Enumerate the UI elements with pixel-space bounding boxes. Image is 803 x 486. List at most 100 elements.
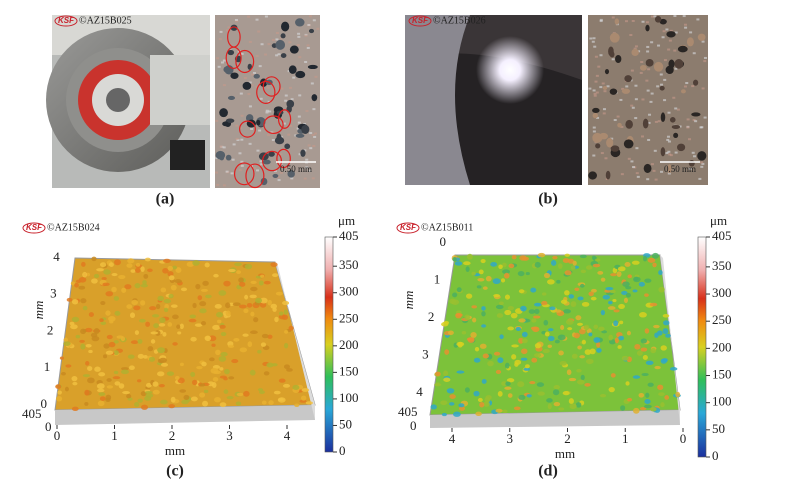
surface-peak bbox=[108, 341, 116, 348]
surface-peak bbox=[550, 259, 557, 266]
surface-peak bbox=[112, 376, 121, 380]
surface-peak bbox=[504, 386, 512, 390]
grain bbox=[303, 149, 307, 152]
grain bbox=[277, 53, 281, 56]
surface-peak bbox=[497, 391, 503, 397]
surface-peak bbox=[179, 362, 184, 367]
surface-peak bbox=[233, 338, 240, 342]
grain bbox=[666, 31, 676, 38]
logo: KSF bbox=[26, 223, 43, 232]
grain bbox=[593, 94, 597, 97]
grain bbox=[226, 29, 230, 32]
grain bbox=[222, 121, 229, 127]
grain bbox=[614, 18, 620, 25]
logo-swoosh bbox=[22, 222, 46, 234]
surface-peak bbox=[625, 381, 630, 386]
grain bbox=[295, 70, 306, 79]
surface-peak bbox=[473, 357, 481, 363]
grain bbox=[602, 112, 606, 115]
grain bbox=[680, 89, 686, 94]
surface-peak bbox=[478, 269, 484, 275]
surface-peak bbox=[617, 345, 622, 349]
surface-peak bbox=[621, 290, 628, 295]
surface-peak bbox=[114, 310, 121, 316]
grain bbox=[647, 68, 651, 71]
surface-peak bbox=[653, 324, 660, 329]
surface-peak bbox=[443, 377, 451, 382]
surface-peak bbox=[140, 404, 149, 410]
surface-peak bbox=[217, 319, 222, 324]
surface-peak bbox=[481, 306, 486, 311]
surface-peak bbox=[103, 269, 111, 275]
surface-peak bbox=[466, 253, 473, 260]
surface-peak bbox=[568, 294, 575, 299]
surface-peak bbox=[214, 397, 221, 403]
grain bbox=[222, 59, 226, 62]
surface-peak bbox=[599, 393, 607, 398]
grain bbox=[265, 111, 269, 114]
surface-peak bbox=[75, 279, 82, 283]
surface-peak bbox=[114, 381, 121, 386]
surface-peak bbox=[479, 402, 485, 408]
grain bbox=[308, 15, 312, 18]
grain bbox=[635, 172, 639, 175]
surface-peak bbox=[610, 373, 616, 378]
grain bbox=[267, 100, 271, 103]
grain bbox=[602, 108, 606, 111]
surface-peak bbox=[266, 362, 274, 368]
grain bbox=[668, 153, 672, 156]
grain bbox=[219, 30, 223, 33]
grain bbox=[616, 115, 620, 118]
grain bbox=[288, 65, 297, 74]
surface-peak bbox=[501, 381, 507, 386]
surface-peak bbox=[652, 262, 657, 268]
surface-peak bbox=[570, 301, 577, 308]
surface-peak bbox=[521, 338, 528, 344]
surface-peak bbox=[142, 280, 147, 285]
surface-peak bbox=[642, 255, 648, 262]
grain bbox=[266, 86, 270, 89]
surface-peak bbox=[111, 286, 117, 293]
grain bbox=[653, 61, 664, 72]
surface-peak bbox=[584, 349, 592, 355]
grain bbox=[297, 35, 301, 38]
logo-swoosh bbox=[408, 15, 432, 27]
surface-peak bbox=[137, 379, 142, 383]
surface-peak bbox=[283, 364, 290, 370]
grain bbox=[215, 119, 219, 122]
grain bbox=[668, 39, 672, 42]
grain bbox=[250, 84, 254, 87]
grain bbox=[284, 94, 288, 97]
surface-peak bbox=[100, 262, 107, 268]
surface-peak bbox=[517, 381, 525, 388]
surface-peak bbox=[134, 283, 141, 289]
surface-peak bbox=[250, 280, 257, 284]
surface-peak bbox=[657, 384, 664, 390]
grain bbox=[657, 120, 661, 123]
watermark: ©AZ15B011 bbox=[421, 222, 473, 233]
grain bbox=[603, 90, 607, 93]
grain bbox=[701, 162, 705, 165]
grain bbox=[593, 92, 597, 95]
surface-peak bbox=[199, 392, 206, 398]
surface-peak bbox=[588, 332, 593, 337]
grain bbox=[230, 72, 239, 80]
grain bbox=[696, 18, 700, 21]
surface-peak bbox=[552, 255, 558, 260]
grain bbox=[697, 151, 707, 161]
surface-peak bbox=[219, 402, 227, 408]
grain bbox=[215, 150, 226, 160]
surface-peak bbox=[638, 281, 645, 287]
grain bbox=[653, 149, 657, 152]
grain bbox=[700, 126, 704, 129]
grain bbox=[667, 48, 671, 51]
highlight-circle bbox=[276, 148, 291, 169]
grain bbox=[235, 124, 239, 127]
surface-peak bbox=[568, 398, 574, 405]
surface-peak bbox=[518, 394, 526, 400]
surface-peak bbox=[623, 297, 628, 303]
grain bbox=[669, 29, 673, 32]
grain bbox=[624, 20, 628, 23]
surface-peak bbox=[172, 265, 177, 270]
grain bbox=[671, 124, 681, 129]
